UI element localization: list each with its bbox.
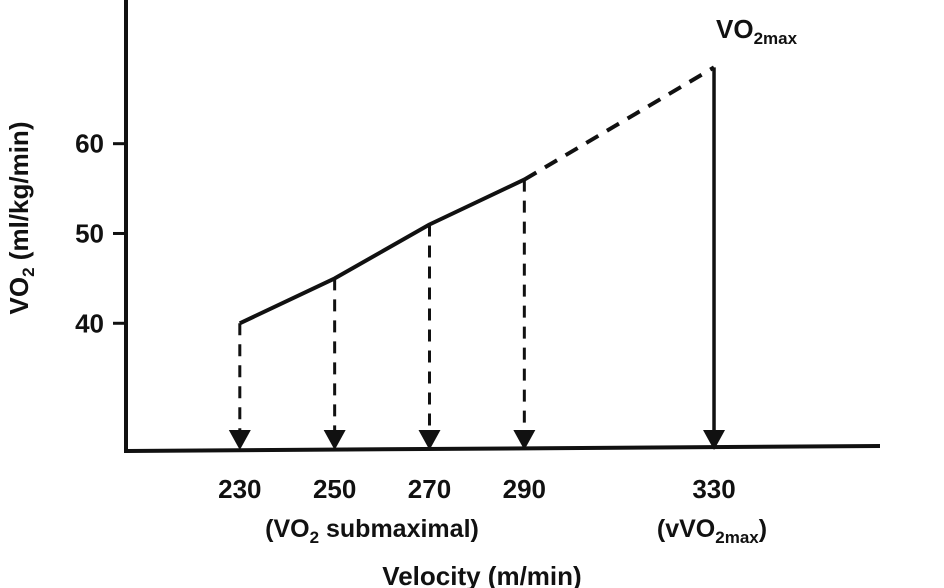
y-tick-label-40: 40 — [75, 308, 104, 338]
vvo2max-label: (vVO2max) — [657, 515, 767, 547]
x-tick-label-250: 250 — [313, 474, 356, 504]
x-axis-line — [123, 444, 881, 453]
y-tick-label-60: 60 — [75, 129, 104, 159]
submaximal-line — [238, 177, 526, 326]
y-axis-title: VO2 (ml/kg/min) — [4, 122, 38, 315]
vo2-submaximal-label: (VO2 submaximal) — [265, 515, 479, 547]
extrapolation-line — [523, 65, 716, 182]
x-tick-label-290: 290 — [503, 474, 546, 504]
vo2max-label: VO2max — [716, 14, 798, 48]
x-tick-label-330: 330 — [692, 474, 735, 504]
y-tick-label-50: 50 — [75, 218, 104, 248]
vo2max-drop-arrow — [703, 430, 726, 450]
drop-arrow-230 — [228, 430, 251, 450]
x-axis-ticks: 230 250 270 290 330 — [218, 474, 736, 504]
y-axis-ticks: 40 50 60 — [75, 129, 126, 338]
drop-arrow-270 — [418, 430, 441, 450]
drop-arrow-250 — [323, 430, 346, 450]
x-tick-label-230: 230 — [218, 474, 261, 504]
x-tick-label-270: 270 — [408, 474, 451, 504]
submaximal-drop-lines — [228, 67, 726, 450]
x-axis-title: Velocity (m/min) — [382, 561, 581, 588]
series-lines — [238, 65, 716, 326]
drop-arrow-290 — [513, 430, 536, 450]
